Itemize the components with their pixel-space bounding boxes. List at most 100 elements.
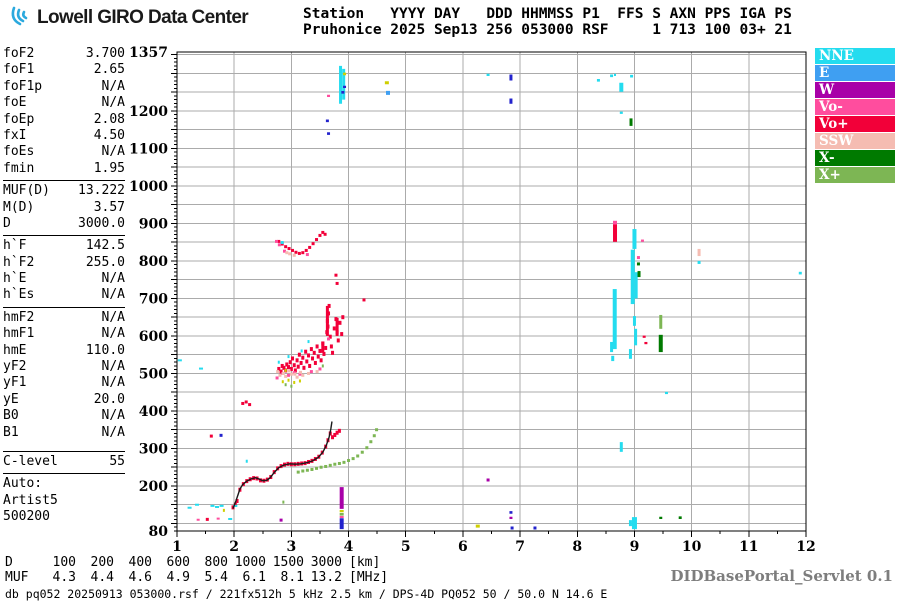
panel-separator (3, 306, 125, 308)
param-row-mufd: MUF(D) 13.222 (3, 183, 125, 199)
spread-f-red (277, 303, 345, 374)
param-label: fxI (3, 127, 27, 143)
interference-strips (321, 65, 802, 530)
legend-item-w: W (815, 82, 895, 98)
param-row-hf2: h`F2 255.0 (3, 255, 125, 271)
param-label: B1 (3, 424, 19, 440)
auto-scaler-line: Auto: (3, 476, 43, 492)
legend-item-nne: NNE (815, 48, 895, 64)
row-cell: 100 (52, 555, 76, 570)
row-cell: 6.1 (242, 570, 266, 585)
param-row-fof2: foF2 3.700 (3, 46, 125, 62)
legend-item-vo: Vo+ (815, 116, 895, 132)
param-value: 2.08 (93, 111, 125, 127)
row-cell: 4.3 (52, 570, 76, 585)
row-unit: [km] (349, 555, 381, 570)
servlet-version-label: DIDBasePortal_Servlet 0.1 (670, 567, 893, 585)
x-axis-label: 4 (344, 539, 354, 555)
param-value: 3000.0 (78, 215, 125, 231)
y-axis-label: 80 (149, 524, 169, 540)
param-label: h`E (3, 271, 27, 287)
param-value: 110.0 (85, 342, 125, 358)
legend-item-vo: Vo- (815, 99, 895, 115)
param-row-fxi: fxI 4.50 (3, 128, 125, 144)
param-value: 2.65 (93, 62, 125, 78)
row-cell: 800 (204, 555, 228, 570)
second-hop-pink (274, 239, 309, 257)
y-axis-label: 1357 (129, 45, 168, 61)
misc-blue (386, 90, 391, 95)
param-value: 4.50 (93, 127, 125, 143)
record-status-line: db pq052 20250913 053000.rsf / 221fx512h… (5, 587, 608, 601)
x-axis-label: 5 (401, 539, 411, 555)
row-cell: 4.4 (90, 570, 114, 585)
station-info-block: Station YYYY DAY DDD HHMMSS P1 FFS S AXN… (303, 6, 792, 38)
param-value: 255.0 (85, 254, 125, 270)
param-label: foF1p (3, 78, 43, 94)
param-row-foep: foEp 2.08 (3, 112, 125, 128)
misc-magenta (279, 478, 490, 522)
y-axis-label: 1000 (129, 179, 168, 195)
row-cell: 1000 (234, 555, 266, 570)
row-cell: 200 (90, 555, 114, 570)
param-value: N/A (101, 375, 125, 391)
x-axis-label: 1 (172, 539, 182, 555)
y-axis-label: 700 (139, 291, 168, 307)
param-label: foE (3, 95, 27, 111)
param-value: N/A (101, 424, 125, 440)
e-region-pink (196, 517, 220, 521)
f-trace-o-mode (231, 428, 341, 510)
param-row-ye: yE 20.0 (3, 392, 125, 408)
param-value: N/A (101, 287, 125, 303)
param-value: N/A (101, 95, 125, 111)
y-axis-label: 600 (139, 329, 168, 345)
d-row: D 100 200 400 600 800 1000 1500 3000 [km] (5, 555, 388, 570)
row-cell: 13.2 (310, 570, 342, 585)
y-axis-label: 900 (139, 216, 168, 232)
brand-header: Lowell GIRO Data Center (6, 4, 249, 32)
row-cell: 1500 (272, 555, 304, 570)
param-value: N/A (101, 78, 125, 94)
legend-item-x: X- (815, 150, 895, 166)
auto-scaler-line: Artist5 (3, 492, 58, 508)
param-value: N/A (101, 309, 125, 325)
panel-separator (3, 180, 125, 182)
param-value: 13.222 (78, 183, 125, 199)
x-axis-label: 11 (739, 539, 758, 555)
x-axis-label: 9 (630, 539, 640, 555)
x-axis-label: 12 (796, 539, 815, 555)
param-row-yf1: yF1 N/A (3, 375, 125, 391)
y-axis-label: 800 (139, 254, 168, 270)
param-value: 3.57 (93, 199, 125, 215)
row-cell: 3000 (310, 555, 342, 570)
row-label: MUF (5, 570, 29, 585)
y-axis-label: 1200 (129, 104, 168, 120)
x-axis-label: 2 (229, 539, 239, 555)
e-region-red (205, 400, 252, 521)
param-row-hmf2: hmF2 N/A (3, 310, 125, 326)
brand-title: Lowell GIRO Data Center (37, 7, 249, 28)
param-label: yF1 (3, 375, 27, 391)
panel-separator (3, 235, 125, 237)
param-row-hmf1: hmF1 N/A (3, 326, 125, 342)
row-unit: [MHz] (349, 570, 389, 585)
param-label: foEs (3, 144, 35, 160)
row-label: D (5, 555, 13, 570)
param-label: hmF1 (3, 326, 35, 342)
second-hop-salmon (285, 251, 296, 257)
legend-item-ssw: SSW (815, 133, 895, 149)
spread-f-cyan (245, 340, 310, 463)
y-axis-label: 400 (139, 404, 168, 420)
y-axis-label: 300 (139, 441, 168, 457)
param-row-yf2: yF2 N/A (3, 359, 125, 375)
param-value: N/A (101, 359, 125, 375)
param-row-fmin: fmin 1.95 (3, 161, 125, 177)
misc-yellow (384, 81, 480, 528)
param-label: hmF2 (3, 309, 35, 325)
param-label: foF2 (3, 46, 35, 61)
second-hop-cyan (280, 241, 284, 245)
param-value: N/A (101, 408, 125, 424)
y-axis-label: 500 (139, 366, 168, 382)
